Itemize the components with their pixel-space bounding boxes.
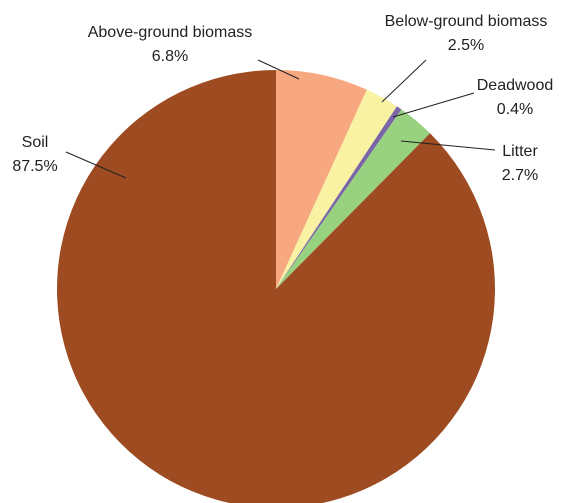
slice-label: Soil — [22, 134, 49, 151]
slice-value-label: 6.8% — [152, 48, 188, 65]
slice-label: Deadwood — [477, 77, 554, 94]
pie-slice — [276, 106, 402, 289]
pie-slice — [57, 70, 495, 503]
slice-value-label: 2.5% — [448, 37, 484, 54]
slice-value-label: 2.7% — [502, 167, 538, 184]
leader-line — [257, 59, 300, 80]
slice-label: Below-ground biomass — [385, 13, 548, 30]
slice-value-label: 87.5% — [12, 158, 57, 175]
pie-slice — [276, 70, 367, 289]
leader-line — [65, 151, 127, 179]
pie-slice — [276, 89, 397, 290]
leader-line — [400, 140, 496, 151]
slice-label: Above-ground biomass — [88, 24, 253, 41]
leader-line — [381, 59, 427, 103]
leader-line — [392, 92, 475, 118]
slice-value-label: 0.4% — [497, 101, 533, 118]
slice-label: Litter — [502, 143, 538, 160]
pie-slice — [276, 109, 431, 289]
